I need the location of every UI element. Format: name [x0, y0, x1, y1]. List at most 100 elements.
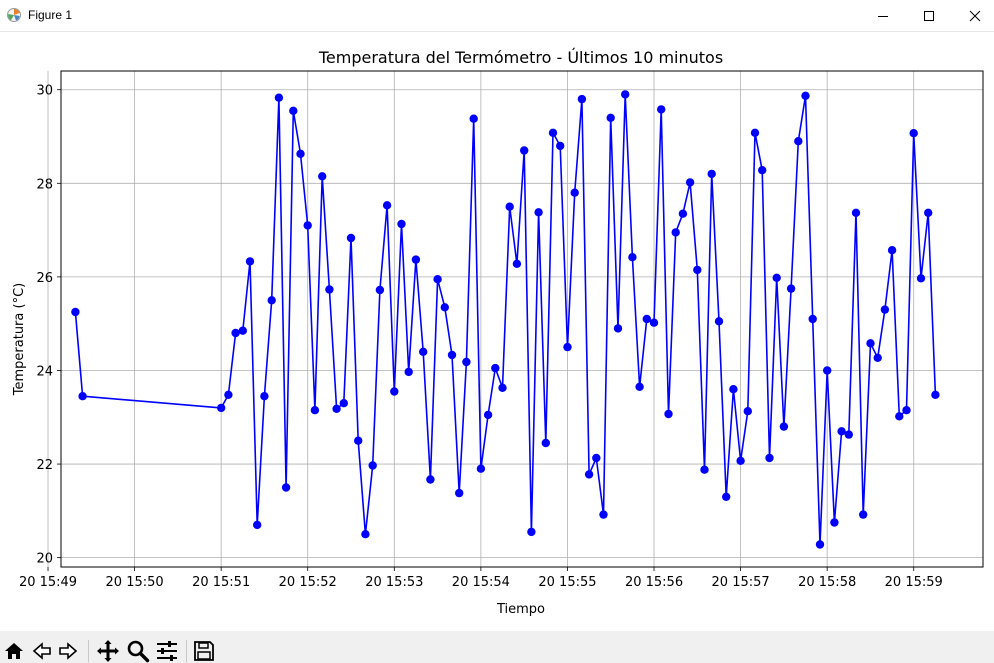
data-point [390, 387, 399, 396]
data-point [520, 146, 529, 155]
data-point [700, 465, 709, 474]
navigation-toolbar [0, 631, 994, 663]
zoom-magnifier-icon [127, 640, 150, 663]
y-tick-label: 20 [36, 552, 53, 567]
maximize-button[interactable] [906, 0, 952, 31]
data-point [765, 453, 774, 463]
data-point [253, 520, 262, 530]
data-point [628, 253, 637, 262]
data-point [786, 284, 796, 293]
data-point [570, 188, 579, 197]
back-arrow-icon [32, 642, 51, 660]
data-point [325, 285, 334, 294]
data-point [916, 274, 926, 283]
x-tick-label: 20 15:52 [279, 575, 337, 590]
data-point [592, 453, 601, 463]
data-point [678, 209, 688, 218]
data-point [462, 357, 471, 367]
x-tick-label: 20 15:49 [19, 575, 77, 590]
data-point [483, 410, 493, 420]
data-point [527, 527, 536, 537]
toolbar-separator [88, 640, 89, 662]
configure-subplots-icon [157, 641, 177, 661]
data-point [866, 339, 875, 348]
data-point [750, 128, 760, 137]
window-title-bar: Figure 1 [0, 0, 994, 32]
data-point [931, 390, 940, 399]
minimize-button[interactable] [860, 0, 906, 31]
data-point [563, 342, 572, 352]
grid-lines [47, 71, 983, 567]
toolbar-separator [186, 640, 187, 662]
data-point [873, 353, 882, 362]
data-series [71, 90, 940, 549]
save-icon [194, 641, 214, 661]
configure-subplots-button[interactable] [155, 639, 179, 663]
y-tick-label: 28 [36, 177, 53, 192]
x-tick-label: 20 15:58 [798, 575, 856, 590]
data-point [707, 169, 716, 179]
data-point [310, 406, 320, 415]
data-point [642, 314, 651, 324]
data-point [794, 137, 803, 146]
data-point [815, 540, 825, 549]
window-title: Figure 1 [28, 8, 73, 22]
data-point [808, 314, 817, 324]
data-point [281, 483, 291, 492]
data-point [411, 255, 421, 264]
data-point [332, 404, 341, 413]
data-point [577, 94, 587, 104]
data-point [274, 93, 284, 102]
data-point [657, 105, 666, 114]
pan-button[interactable] [96, 639, 120, 663]
data-point [909, 129, 918, 138]
x-tick-label: 20 15:59 [885, 575, 943, 590]
data-point [433, 275, 442, 284]
data-point [245, 257, 255, 266]
data-point [469, 114, 478, 123]
data-point [902, 406, 911, 415]
data-point [404, 367, 413, 377]
home-button[interactable] [2, 639, 26, 663]
forward-arrow-icon [59, 642, 78, 660]
x-tick-label: 20 15:56 [625, 575, 683, 590]
data-point [729, 385, 738, 394]
figure-canvas[interactable]: Temperatura del Termómetro - Últimos 10 … [0, 32, 994, 630]
data-point [440, 303, 449, 312]
data-point [354, 436, 363, 445]
data-point [267, 296, 276, 305]
close-button[interactable] [952, 0, 994, 31]
data-point [837, 427, 846, 436]
data-point [296, 149, 305, 158]
data-point [556, 141, 565, 151]
data-point [924, 208, 933, 217]
data-point [736, 456, 745, 465]
home-icon [5, 643, 23, 659]
data-point [534, 208, 543, 217]
axis-ticks: 20 15:49 20 15:50 20 15:51 20 15:52 20 15:53… [19, 84, 943, 590]
zoom-button[interactable] [126, 639, 150, 663]
plot-area-frame [60, 70, 984, 568]
close-icon [969, 10, 981, 21]
data-point [851, 208, 861, 217]
data-point [714, 317, 724, 326]
data-point [231, 328, 240, 338]
data-point [649, 318, 659, 327]
data-point [78, 392, 87, 401]
x-tick-label: 20 15:50 [106, 575, 164, 590]
data-point [375, 285, 385, 295]
data-point [382, 201, 392, 210]
x-tick-label: 20 15:57 [712, 575, 770, 590]
data-point [613, 324, 623, 333]
data-point [217, 403, 226, 413]
forward-button[interactable] [56, 639, 80, 663]
save-button[interactable] [192, 639, 216, 663]
y-tick-label: 22 [36, 458, 53, 473]
x-axis-label: Tiempo [496, 602, 545, 617]
data-point [419, 347, 428, 356]
data-point [368, 461, 377, 470]
data-point [318, 172, 327, 181]
data-point [361, 530, 370, 539]
back-button[interactable] [30, 639, 54, 663]
data-point [823, 366, 832, 375]
